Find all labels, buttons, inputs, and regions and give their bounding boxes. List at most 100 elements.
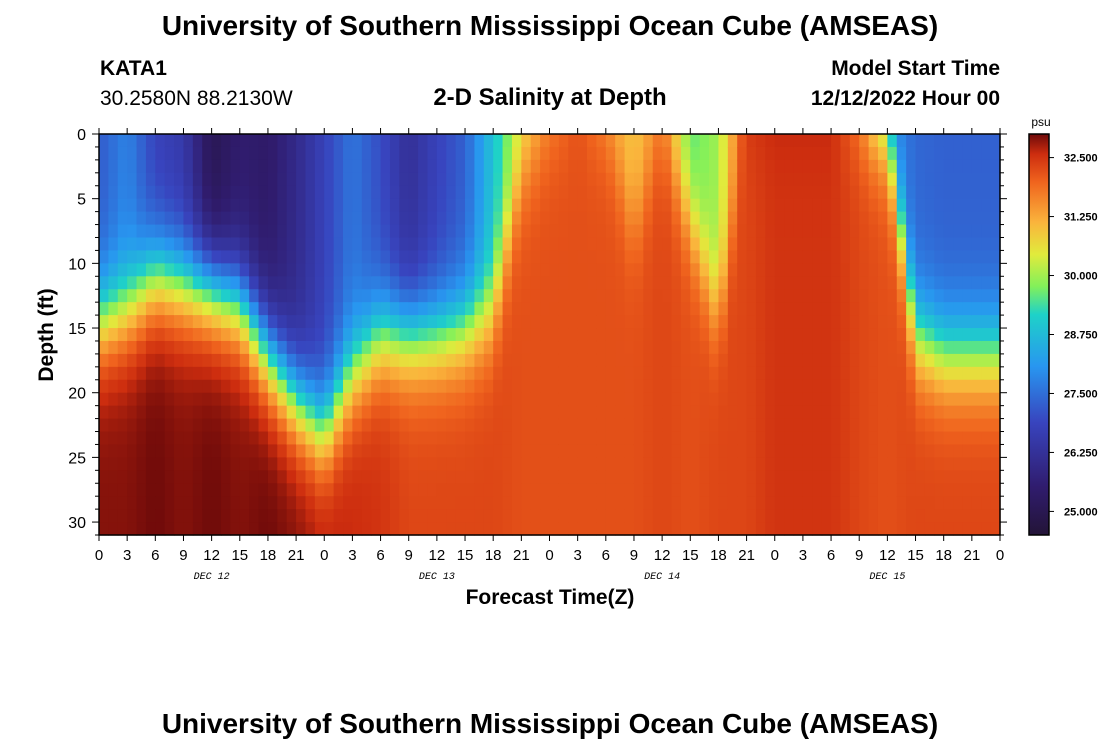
heatmap-cell — [221, 353, 231, 368]
heatmap-cell — [633, 509, 644, 523]
heatmap-cell — [99, 276, 109, 290]
heatmap-cell — [202, 289, 213, 303]
heatmap-cell — [455, 340, 466, 355]
heatmap-cell — [633, 483, 644, 497]
heatmap-cell — [324, 379, 335, 394]
heatmap-cell — [746, 172, 757, 187]
heatmap-cell — [305, 302, 316, 316]
heatmap-cell — [755, 224, 766, 239]
heatmap-cell — [540, 431, 551, 446]
heatmap-cell — [249, 353, 260, 368]
heatmap-cell — [511, 172, 522, 187]
heatmap-cell — [680, 237, 691, 252]
heatmap-cell — [436, 418, 447, 433]
heatmap-cell — [446, 146, 457, 161]
heatmap-cell — [202, 237, 213, 252]
heatmap-cell — [812, 392, 823, 407]
heatmap-cell — [840, 211, 851, 226]
heatmap-cell — [737, 431, 748, 446]
heatmap-cell — [352, 315, 363, 329]
heatmap-cell — [737, 457, 748, 471]
heatmap-cell — [577, 289, 588, 303]
heatmap-cell — [277, 237, 288, 252]
page-title: University of Southern Mississippi Ocean… — [161, 10, 939, 41]
heatmap-cell — [305, 134, 316, 148]
heatmap-cell — [953, 134, 964, 148]
heatmap-cell — [587, 146, 598, 161]
heatmap-cell — [746, 444, 757, 458]
heatmap-cell — [483, 159, 494, 174]
heatmap-cell — [924, 289, 935, 303]
heatmap-cell — [221, 185, 231, 200]
heatmap-cell — [155, 496, 166, 510]
heatmap-cell — [737, 483, 748, 497]
x-tick-label: 18 — [710, 547, 727, 564]
heatmap-cell — [324, 315, 335, 329]
x-tick-label: 12 — [654, 547, 671, 564]
heatmap-cell — [221, 470, 231, 484]
heatmap-cell — [305, 509, 316, 523]
heatmap-cell — [718, 444, 729, 458]
heatmap-cell — [680, 328, 691, 342]
heatmap-cell — [699, 509, 710, 523]
heatmap-cell — [840, 315, 851, 329]
heatmap-cell — [690, 315, 701, 329]
heatmap-cell — [99, 211, 109, 226]
heatmap-cell — [812, 522, 823, 536]
heatmap-cell — [605, 483, 616, 497]
heatmap-cell — [408, 134, 419, 148]
heatmap-cell — [164, 172, 175, 187]
heatmap-cell — [906, 470, 917, 484]
heatmap-cell — [108, 522, 119, 536]
heatmap-cell — [267, 211, 278, 226]
heatmap-cell — [709, 457, 720, 471]
heatmap-cell — [99, 134, 109, 148]
heatmap-cell — [502, 315, 513, 329]
heatmap-cell — [840, 496, 851, 510]
heatmap-cell — [981, 250, 992, 264]
heatmap-cell — [305, 431, 316, 446]
heatmap-cell — [671, 470, 682, 484]
heatmap-cell — [924, 185, 935, 200]
heatmap-cell — [896, 353, 907, 368]
heatmap-cell — [802, 328, 813, 342]
heatmap-cell — [493, 263, 504, 277]
heatmap-cell — [493, 522, 504, 536]
heatmap-cell — [577, 185, 588, 200]
heatmap-cell — [680, 379, 691, 394]
heatmap-cell — [145, 172, 156, 187]
heatmap-cell — [493, 444, 504, 458]
heatmap-cell — [277, 224, 288, 239]
heatmap-cell — [155, 159, 166, 174]
heatmap-cell — [446, 366, 457, 381]
heatmap-cell — [587, 198, 598, 213]
heatmap-cell — [493, 457, 504, 471]
heatmap-cell — [399, 328, 410, 342]
heatmap-cell — [699, 522, 710, 536]
heatmap-cell — [296, 276, 307, 290]
heatmap-cell — [671, 198, 682, 213]
heatmap-cell — [859, 457, 870, 471]
heatmap-cell — [615, 276, 626, 290]
heatmap-cell — [446, 315, 457, 329]
heatmap-cell — [267, 444, 278, 458]
heatmap-cell — [793, 379, 804, 394]
heatmap-cell — [699, 457, 710, 471]
heatmap-cell — [953, 509, 964, 523]
heatmap-cell — [324, 302, 335, 316]
heatmap-cell — [333, 263, 344, 277]
heatmap-cell — [117, 159, 128, 174]
heatmap-cell — [812, 237, 823, 252]
heatmap-cell — [671, 250, 682, 264]
heatmap-cell — [924, 250, 935, 264]
heatmap-cell — [399, 353, 410, 368]
heatmap-cell — [549, 134, 560, 148]
heatmap-cell — [474, 263, 485, 277]
heatmap-cell — [436, 302, 447, 316]
heatmap-cell — [802, 315, 813, 329]
heatmap-cell — [737, 237, 748, 252]
heatmap-cell — [746, 250, 757, 264]
heatmap-cell — [493, 276, 504, 290]
heatmap-cell — [587, 444, 598, 458]
heatmap-cell — [164, 211, 175, 226]
